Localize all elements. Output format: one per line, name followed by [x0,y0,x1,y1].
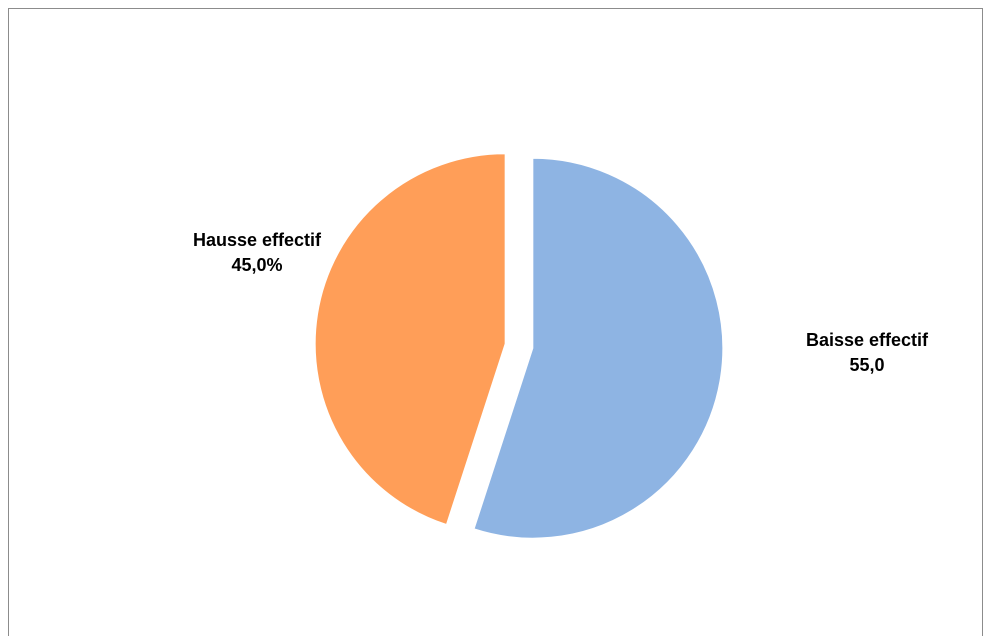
pie-slice-baisse-effectif [473,157,724,539]
data-label-baisse: Baisse effectif 55,0 [767,328,967,378]
pie-slice-hausse-effectif [314,153,506,526]
data-label-baisse-value: 55,0 [849,355,885,375]
chart-frame: Hausse effectif 45,0% Baisse effectif 55… [8,8,983,636]
data-label-hausse-name: Hausse effectif [192,230,322,250]
data-label-hausse: Hausse effectif 45,0% [157,228,357,278]
data-label-baisse-name: Baisse effectif [805,330,929,350]
data-label-hausse-value: 45,0% [231,255,283,275]
pie-chart [314,153,724,539]
